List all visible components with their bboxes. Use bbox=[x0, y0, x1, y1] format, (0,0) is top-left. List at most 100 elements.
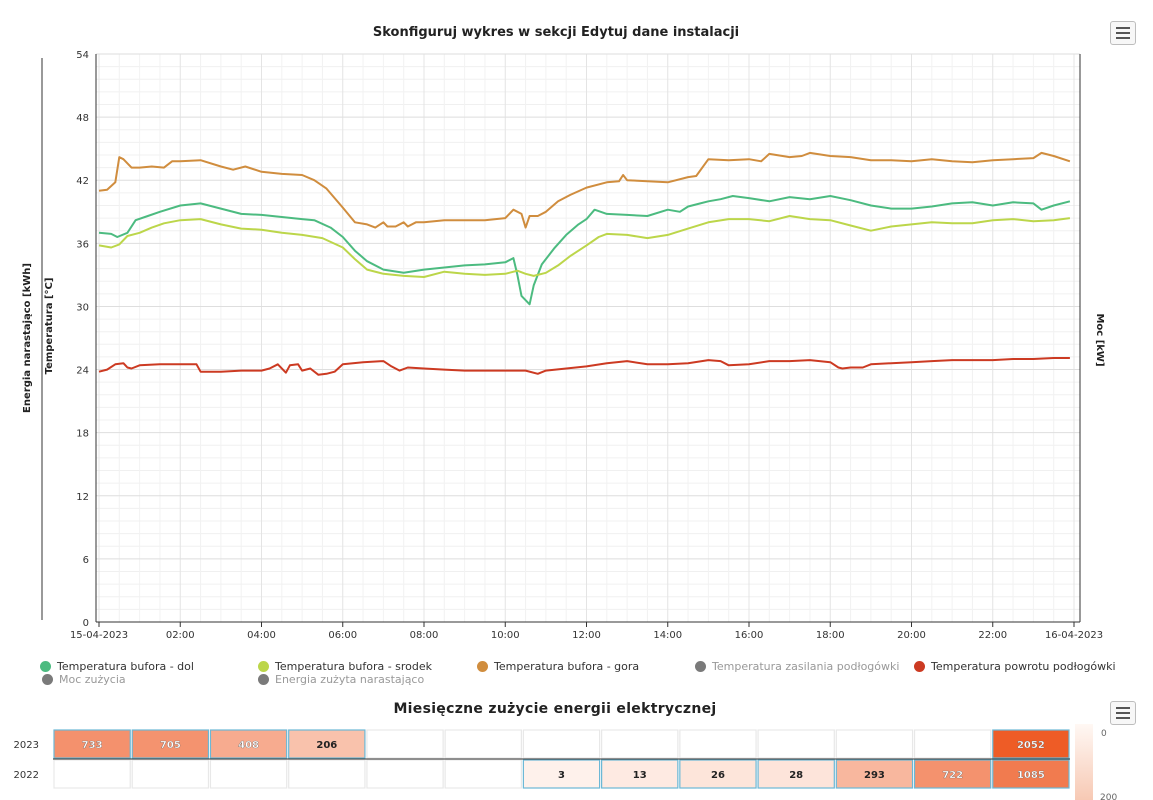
legend-label: Temperatura zasilania podłogówki bbox=[712, 660, 900, 673]
heatmap-cell-label: 13 bbox=[633, 770, 647, 781]
heatmap-cell[interactable] bbox=[366, 759, 444, 789]
heatmap-cell[interactable] bbox=[288, 729, 366, 759]
x-tick-label: 12:00 bbox=[572, 630, 601, 641]
heatmap-cell[interactable] bbox=[366, 729, 444, 759]
y-tick-label: 30 bbox=[76, 302, 89, 313]
series-line-0 bbox=[98, 195, 1071, 306]
heatmap-cell[interactable] bbox=[444, 759, 522, 789]
colorbar-tick-label: 0 bbox=[1101, 729, 1107, 739]
x-tick-label: 10:00 bbox=[491, 630, 520, 641]
heatmap-cell[interactable] bbox=[757, 759, 835, 789]
legend-item-bufor-dol[interactable]: Temperatura bufora - dol bbox=[40, 660, 194, 673]
plot-area bbox=[96, 54, 1080, 622]
heatmap-row-label: 2022 bbox=[14, 770, 39, 781]
colorbar-tick-label: 200 bbox=[1100, 793, 1117, 800]
heatmap-cell[interactable] bbox=[131, 729, 210, 759]
heatmap-title: Miesięczne zużycie energii elektrycznej bbox=[393, 701, 717, 717]
legend-item-bufor-srodek[interactable]: Temperatura bufora - srodek bbox=[258, 660, 432, 673]
legend-label: Temperatura powrotu podłogówki bbox=[931, 660, 1116, 673]
heatmap-cell-label: 26 bbox=[711, 770, 725, 781]
heatmap-cell[interactable] bbox=[835, 729, 914, 759]
heatmap-cell[interactable] bbox=[601, 729, 679, 759]
heatmap-cell-label: 2052 bbox=[1017, 740, 1045, 751]
heatmap-cell[interactable] bbox=[913, 729, 992, 759]
heatmap-cell-label: 1085 bbox=[1017, 770, 1045, 781]
legend-label: Temperatura bufora - gora bbox=[494, 660, 640, 673]
heatmap-cell[interactable] bbox=[53, 729, 131, 759]
series-line-2 bbox=[98, 151, 1071, 229]
heatmap-cell[interactable] bbox=[679, 759, 757, 789]
y-tick-label: 18 bbox=[76, 429, 89, 440]
heatmap-cell[interactable] bbox=[679, 729, 757, 759]
heatmap-cell[interactable] bbox=[992, 759, 1070, 789]
heatmap-cell[interactable] bbox=[131, 759, 210, 789]
legend-item-energia-narastajaco[interactable]: Energia zużyta narastająco bbox=[258, 673, 424, 686]
y-axis-outer-label: Energia narastająco [kWh] bbox=[22, 263, 33, 413]
x-tick-label: 14:00 bbox=[653, 630, 682, 641]
x-tick-label: 16-04-2023 bbox=[1045, 630, 1103, 641]
heatmap-cell-label: 28 bbox=[789, 770, 803, 781]
heatmap-cell-label: 733 bbox=[82, 740, 103, 751]
x-tick-label: 02:00 bbox=[166, 630, 195, 641]
chart-title: Skonfiguruj wykres w sekcji Edytuj dane … bbox=[373, 25, 739, 40]
legend-marker bbox=[477, 661, 488, 672]
x-tick-label: 06:00 bbox=[328, 630, 357, 641]
legend-item-moc-zuzycia[interactable]: Moc zużycia bbox=[42, 673, 126, 686]
y-axis-inner-label: Temperatura [°C] bbox=[44, 278, 55, 375]
heatmap-cell[interactable] bbox=[209, 759, 288, 789]
y-tick-label: 36 bbox=[76, 239, 89, 250]
legend-marker bbox=[42, 674, 53, 685]
legend-label: Moc zużycia bbox=[59, 673, 126, 686]
x-tick-label: 18:00 bbox=[816, 630, 845, 641]
legend-marker bbox=[258, 674, 269, 685]
legend-label: Energia zużyta narastająco bbox=[275, 673, 425, 686]
heatmap-cell[interactable] bbox=[522, 729, 601, 759]
heatmap-cell[interactable] bbox=[913, 759, 992, 789]
x-tick-label: 16:00 bbox=[735, 630, 764, 641]
legend-item-zasilanie-podlogowki[interactable]: Temperatura zasilania podłogówki bbox=[695, 660, 899, 673]
heatmap-cell[interactable] bbox=[992, 729, 1070, 759]
heatmap-row-label: 2023 bbox=[14, 740, 39, 751]
heatmap-menu-button[interactable] bbox=[1110, 701, 1136, 725]
chart-menu-button[interactable] bbox=[1110, 21, 1136, 45]
y-axis-right-label: Moc [kW] bbox=[1094, 313, 1105, 366]
heatmap-chart: 2023 733 705 408 206 2052 2022 3 13 26 28 293 722 108… bbox=[14, 724, 1117, 800]
x-tick-label: 22:00 bbox=[978, 630, 1007, 641]
x-tick-label: 08:00 bbox=[410, 630, 439, 641]
y-tick-label: 12 bbox=[76, 492, 89, 503]
colorbar bbox=[1075, 724, 1093, 800]
legend-label: Temperatura bufora - srodek bbox=[275, 660, 433, 673]
legend-marker bbox=[40, 661, 51, 672]
y-tick-label: 24 bbox=[76, 366, 89, 377]
heatmap-cell[interactable] bbox=[288, 759, 366, 789]
heatmap-cell[interactable] bbox=[835, 759, 914, 789]
x-tick-label: 15-04-2023 bbox=[70, 630, 128, 641]
series-line-4 bbox=[98, 357, 1070, 376]
y-tick-label: 6 bbox=[83, 555, 89, 566]
heatmap-cell[interactable] bbox=[601, 759, 679, 789]
series-line-1 bbox=[98, 215, 1071, 278]
heatmap-cell-label: 3 bbox=[558, 770, 565, 781]
y-tick-label: 54 bbox=[76, 50, 89, 61]
legend-item-bufor-gora[interactable]: Temperatura bufora - gora bbox=[477, 660, 639, 673]
y-tick-label: 0 bbox=[83, 618, 89, 629]
heatmap-cell-label: 206 bbox=[316, 740, 337, 751]
legend-marker bbox=[258, 661, 269, 672]
heatmap-cell[interactable] bbox=[209, 729, 288, 759]
x-tick-label: 20:00 bbox=[897, 630, 926, 641]
legend-marker bbox=[695, 661, 706, 672]
heatmap-cell[interactable] bbox=[53, 759, 131, 789]
heatmap-cell-label: 408 bbox=[238, 740, 259, 751]
heatmap-cell-label: 722 bbox=[942, 770, 963, 781]
heatmap-cell[interactable] bbox=[757, 729, 835, 759]
heatmap-cell[interactable] bbox=[522, 759, 601, 789]
heatmap-cell-label: 293 bbox=[864, 770, 885, 781]
y-tick-label: 48 bbox=[76, 113, 89, 124]
x-tick-label: 04:00 bbox=[247, 630, 276, 641]
y-tick-label: 42 bbox=[76, 176, 89, 187]
heatmap-cell-label: 705 bbox=[160, 740, 181, 751]
legend-marker bbox=[914, 661, 925, 672]
legend-item-powrot-podlogowki[interactable]: Temperatura powrotu podłogówki bbox=[914, 660, 1116, 673]
heatmap-cell[interactable] bbox=[444, 729, 522, 759]
